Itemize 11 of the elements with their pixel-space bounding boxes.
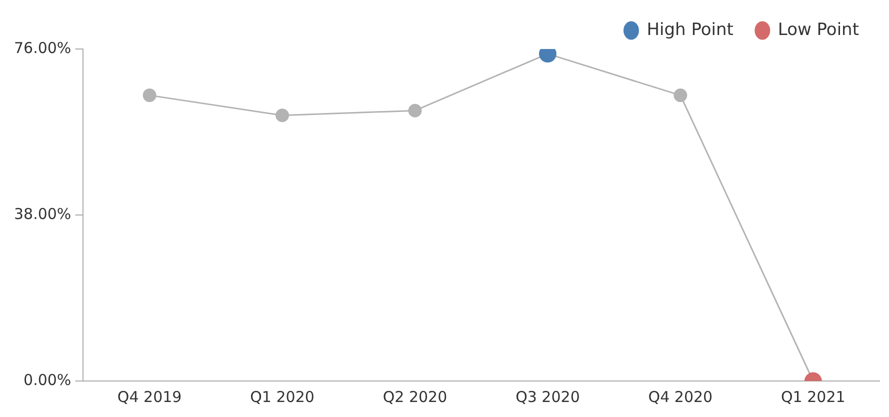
legend-label: High Point	[646, 20, 734, 40]
y-tick-label: 0.00%	[24, 370, 72, 389]
legend-label: Low Point	[778, 20, 860, 40]
y-tick-label: 76.00%	[14, 38, 72, 57]
x-tick-label: Q2 2020	[382, 388, 448, 406]
x-tick-label: Q4 2020	[648, 388, 713, 406]
x-tick-label: Q1 2020	[250, 388, 314, 406]
x-tick-label: Q4 2019	[117, 388, 182, 406]
x-tick-label: Q3 2020	[516, 388, 580, 406]
y-tick-label: 38.00%	[14, 204, 72, 223]
x-tick-label: Q1 2021	[780, 388, 846, 406]
